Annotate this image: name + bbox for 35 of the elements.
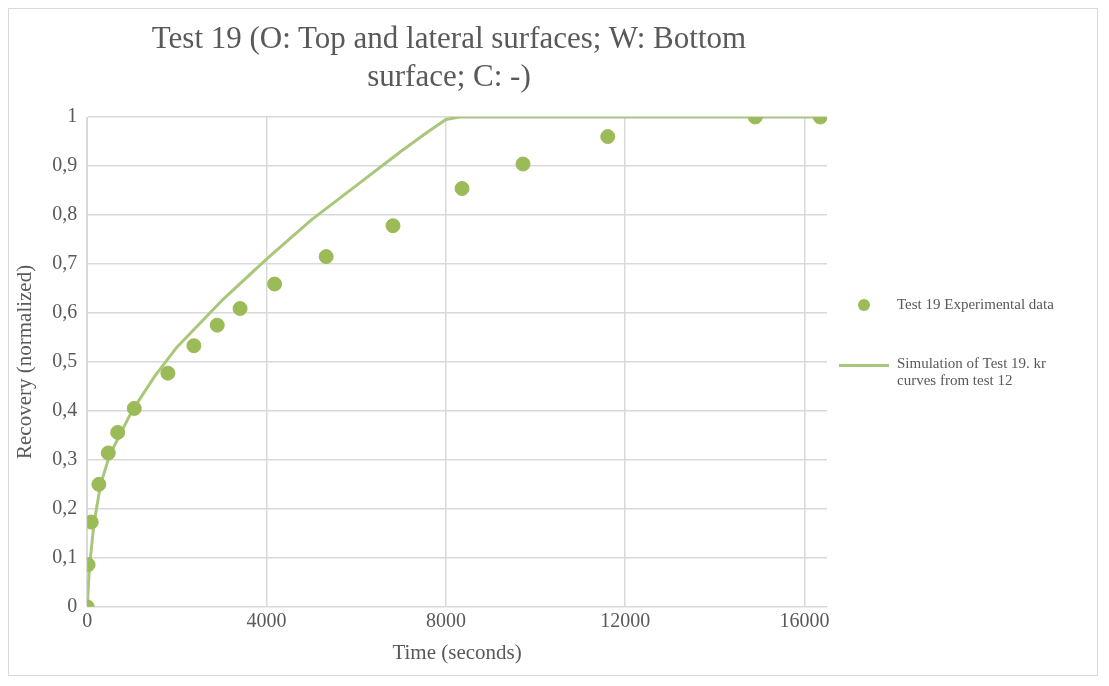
chart-title: Test 19 (O: Top and lateral surfaces; W: Bottom surface; C: -) xyxy=(150,19,748,95)
y-tick-label: 0,9 xyxy=(52,153,78,176)
x-axis-title: Time (seconds) xyxy=(392,639,522,664)
y-tick-label: 0,7 xyxy=(52,251,78,274)
y-tick-label: 0,6 xyxy=(52,300,78,323)
point xyxy=(267,276,283,292)
point xyxy=(318,249,334,265)
y-tick-label: 0,3 xyxy=(52,447,78,470)
y-tick-label: 0,4 xyxy=(52,398,78,421)
legend-label: Simulation of Test 19. kr curves from test 12 xyxy=(897,354,1048,389)
point xyxy=(160,365,176,381)
y-tick-label: 0 xyxy=(67,594,78,617)
x-tick-label: 16000 xyxy=(779,609,830,632)
point xyxy=(232,301,248,317)
y-tick-label: 1 xyxy=(67,104,78,127)
point xyxy=(186,338,202,354)
point xyxy=(126,400,142,416)
x-tick-label: 12000 xyxy=(600,609,651,632)
point xyxy=(91,476,107,492)
point xyxy=(600,129,616,145)
point xyxy=(100,445,116,461)
point xyxy=(110,424,126,440)
x-tick-label: 0 xyxy=(82,609,93,632)
point xyxy=(454,181,470,197)
point xyxy=(385,218,401,234)
point xyxy=(515,156,531,172)
x-tick-label: 8000 xyxy=(425,609,466,632)
legend-label: Test 19 Experimental data xyxy=(897,295,1054,313)
y-tick-label: 0,1 xyxy=(52,545,78,568)
point xyxy=(209,317,225,333)
y-tick-label: 0,8 xyxy=(52,202,78,225)
y-tick-label: 0,2 xyxy=(52,496,78,519)
y-tick-label: 0,5 xyxy=(52,349,78,372)
y-axis-title: Recovery (normalized) xyxy=(12,264,37,459)
x-tick-label: 4000 xyxy=(246,609,287,632)
